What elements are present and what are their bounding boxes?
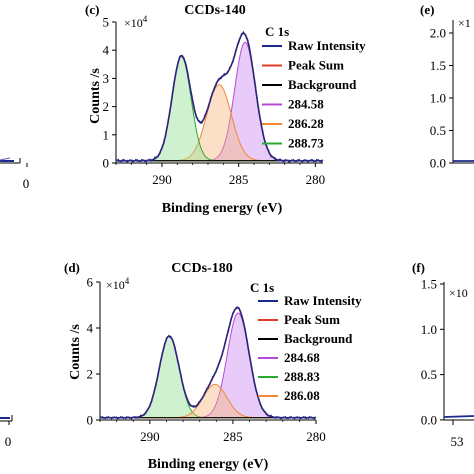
edge-y-tick-label: 0.0 [430,156,446,171]
panel-d: (d) CCDs-180 Counts /s Binding energy (e… [64,260,362,472]
panel-c-y-tick-label: 1 [103,127,110,142]
panel-d-legend-label: Raw Intensity [284,293,362,308]
panel-d-raw-intensity-line [99,305,317,420]
panel-d-y-tick-label: 0 [87,413,94,428]
left-top-x-tick: 0 [23,176,30,191]
panel-d-subtitle: C 1s [250,280,274,295]
panel-c-legend-label: 288.73 [288,136,324,151]
panel-d-title: CCDs-180 [171,261,232,276]
right-top-y-ticks: 2.0 1.5 1.0 0.5 0.0 [430,26,453,171]
panel-d-legend-label: Peak Sum [284,312,340,327]
edge-y-tick-label: 1.5 [430,58,446,73]
panel-c-x-tick-label: 290 [152,172,172,187]
right-bottom-y-multiplier: ×10 [449,286,468,300]
panel-c-ylabel: Counts /s [88,68,103,124]
panel-c: (c) CCDs-140 Counts /s Binding energy (e… [85,2,366,216]
panel-d-x-tick-label: 290 [140,429,160,444]
panel-d-legend-label: 286.08 [284,388,320,403]
panel-c-y-multiplier: ×104 [124,14,148,30]
panel-d-xlabel: Binding energy (eV) [148,457,269,472]
right-edge-fragment-bottom: (f) ×10 1.5 1.0 0.5 0.0 53 [412,260,474,449]
panel-c-y-tick-label: 2 [103,99,110,114]
right-bottom-x-tick: 53 [451,434,464,449]
right-edge-fragment-top: (e) ×1 2.0 1.5 1.0 0.5 0.0 [420,2,474,171]
edge-y-tick-label: 0.0 [421,412,437,427]
panel-c-label: (c) [85,2,99,17]
panel-d-y-multiplier: ×104 [106,276,130,292]
panel-c-plot-area: 0 1 2 3 4 5 290 285 280 [103,15,326,188]
panel-c-legend-label: Peak Sum [288,58,344,73]
panel-c-y-tick-label: 4 [103,43,110,58]
right-bottom-y-ticks: 1.5 1.0 0.5 0.0 [421,277,444,427]
panel-c-xlabel: Binding energy (eV) [162,201,283,216]
edge-y-tick-label: 2.0 [430,26,446,41]
panel-d-ylabel: Counts /s [68,324,83,380]
panel-c-subtitle: C 1s [265,24,289,39]
panel-d-x-tick-label: 285 [223,429,243,444]
left-edge-fragment-bottom: 0 [0,415,13,449]
panel-c-x-tick-label: 280 [306,172,326,187]
panel-c-legend-label: 286.28 [288,116,324,131]
panel-d-plot-area: 0 2 4 6 290 285 280 [87,275,326,445]
edge-y-tick-label: 1.0 [421,322,437,337]
panel-d-x-tick-label: 280 [306,429,326,444]
panel-c-y-tick-label: 3 [103,71,110,86]
right-top-y-multiplier: ×1 [458,16,471,30]
panel-d-legend: Raw Intensity Peak Sum Background 284.68 288… [258,293,362,403]
panel-c-y-tick-label: 5 [103,15,110,30]
panel-c-legend-label: 284.58 [288,97,324,112]
left-edge-fragment-top: 0 [0,157,30,191]
panel-d-legend-label: 284.68 [284,350,320,365]
edge-y-tick-label: 1.0 [430,91,446,106]
right-bottom-panel-label: (f) [412,260,425,275]
panel-c-legend: Raw Intensity Peak Sum Background 284.58 286… [262,38,366,151]
panel-d-legend-label: 288.83 [284,369,320,384]
edge-y-tick-label: 0.5 [421,367,437,382]
edge-y-tick-label: 0.5 [430,123,446,138]
panel-d-legend-label: Background [284,331,353,346]
panel-d-label: (d) [64,260,80,275]
edge-y-tick-label: 1.5 [421,277,437,292]
panel-c-legend-label: Background [288,77,357,92]
panel-d-y-tick-label: 4 [87,321,94,336]
panel-c-x-tick-label: 285 [229,172,249,187]
panel-c-legend-label: Raw Intensity [288,38,366,53]
panel-c-raw-intensity-line [115,30,324,164]
panel-c-y-tick-label: 0 [103,156,110,171]
right-top-panel-label: (e) [420,2,434,17]
left-bottom-x-tick: 0 [5,434,12,449]
panel-d-y-tick-label: 6 [87,275,94,290]
panel-c-title: CCDs-140 [184,3,245,18]
panel-d-y-tick-label: 2 [87,367,94,382]
